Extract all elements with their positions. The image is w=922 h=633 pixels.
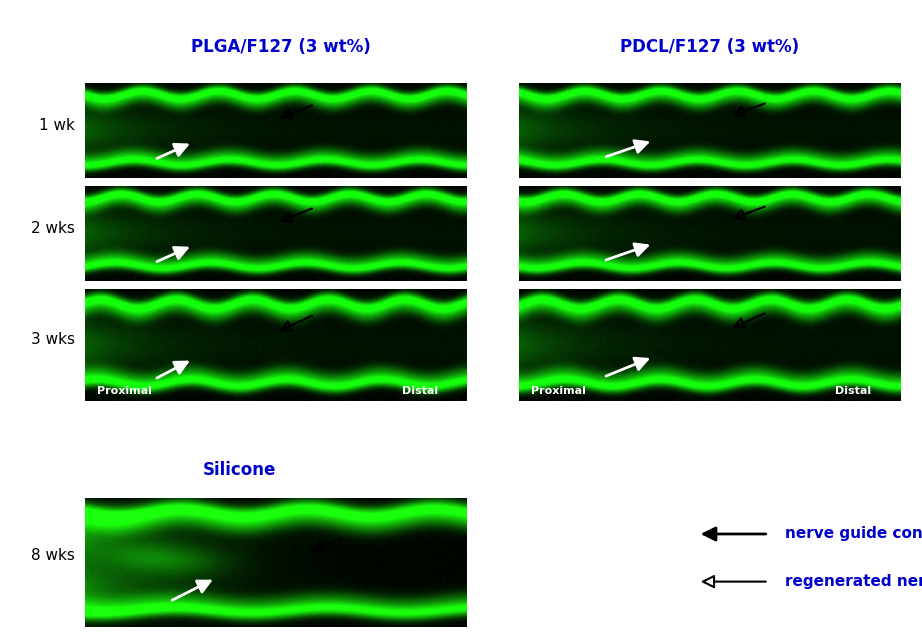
Text: regenerated nerve: regenerated nerve [786, 574, 922, 589]
Text: 1 wk: 1 wk [40, 118, 75, 134]
Text: PDCL/F127 (3 wt%): PDCL/F127 (3 wt%) [621, 38, 799, 56]
Text: Silicone: Silicone [203, 461, 277, 479]
Text: 8 wks: 8 wks [31, 548, 75, 563]
Text: Proximal: Proximal [97, 387, 151, 396]
Text: Distal: Distal [402, 387, 438, 396]
Text: 3 wks: 3 wks [31, 332, 75, 347]
Text: 2 wks: 2 wks [31, 222, 75, 236]
Text: PLGA/F127 (3 wt%): PLGA/F127 (3 wt%) [192, 38, 371, 56]
Text: Proximal: Proximal [530, 387, 585, 396]
Text: Distal: Distal [835, 387, 871, 396]
Text: nerve guide conduit: nerve guide conduit [786, 527, 922, 541]
